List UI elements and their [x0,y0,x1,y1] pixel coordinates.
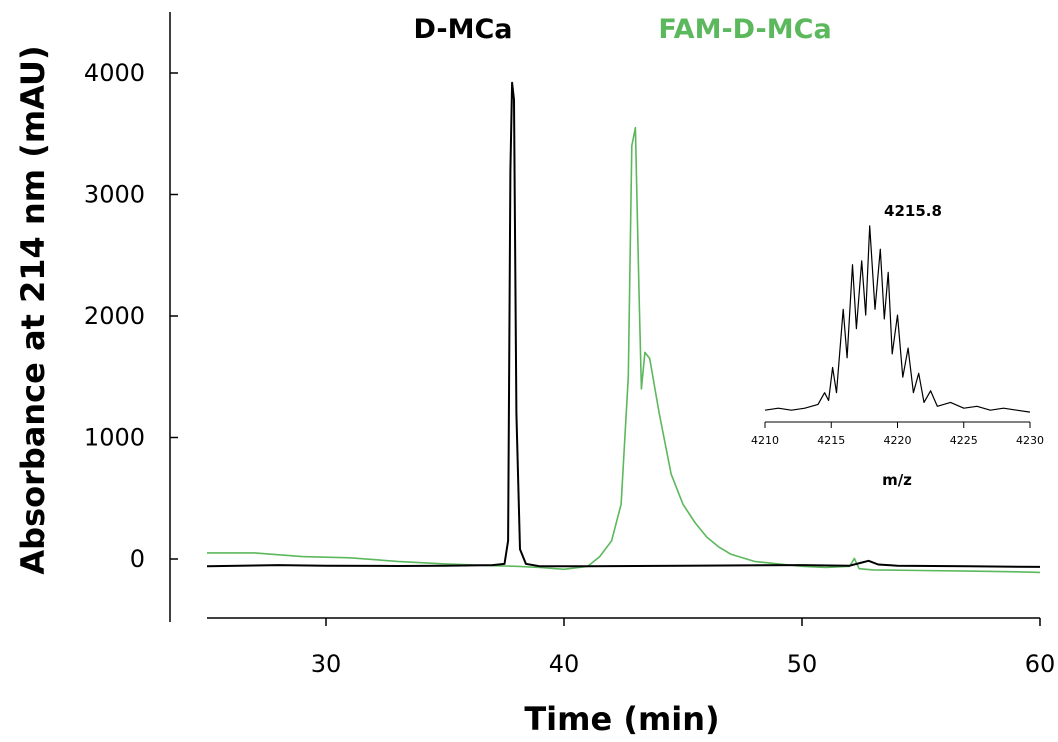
x-axis-title: Time (min) [524,700,719,738]
series-label-d-mca: D-MCa [413,14,512,45]
main-axes: 0 1000 2000 3000 4000 30 40 50 60 [84,12,1055,678]
x-tick-label: 30 [311,650,342,678]
inset-x-tick-label: 4210 [751,434,779,447]
y-tick-label: 4000 [84,59,145,87]
y-tick-label: 3000 [84,181,145,209]
inset-x-tick-label: 4230 [1016,434,1044,447]
y-tick-label: 2000 [84,302,145,330]
x-tick-label: 50 [787,650,818,678]
y-axis-title: Absorbance at 214 nm (mAU) [14,45,52,574]
inset-x-tick-label: 4225 [950,434,978,447]
y-tick-label: 1000 [84,424,145,452]
x-tick-label: 60 [1025,650,1056,678]
series-label-fam-d-mca: FAM-D-MCa [658,14,831,45]
series-line-fam-d-mca [207,126,1041,574]
series-line-d-mca [206,81,1041,568]
inset-spectrum-line [764,225,1031,413]
inset-x-axis-title: m/z [882,471,912,489]
x-tick-label: 40 [549,650,580,678]
mass-spectrum-inset: 4210 4215 4220 4225 4230 [751,225,1044,447]
inset-x-tick-label: 4220 [884,434,912,447]
y-tick-label: 0 [130,545,145,573]
main-series-group [206,81,1041,574]
inset-x-tick-label: 4215 [817,434,845,447]
inset-peak-annotation: 4215.8 [884,202,942,220]
